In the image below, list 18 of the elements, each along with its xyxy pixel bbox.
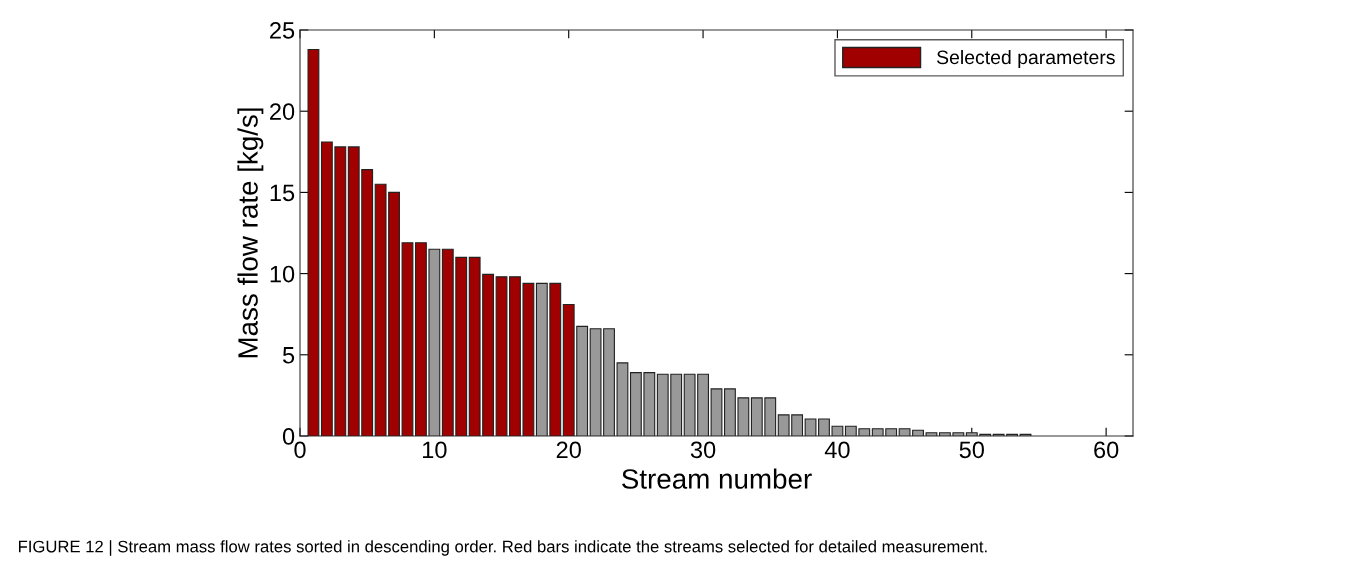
y-tick-label: 5: [282, 347, 295, 364]
y-axis-title: Mass flow rate [kg/s]: [237, 108, 264, 358]
y-tick-label: 20: [270, 103, 295, 120]
y-tick-label: 15: [270, 184, 295, 202]
x-tick-label: 40: [824, 441, 850, 459]
y-tick-label: 10: [270, 265, 295, 283]
y-tick-label: 0: [282, 428, 295, 445]
x-tick-label: 20: [556, 441, 581, 459]
y-tick-label: 25: [270, 22, 295, 39]
x-tick-label: 60: [1094, 441, 1119, 459]
legend-label: Selected parameters: [936, 49, 1115, 69]
x-tick-label: 30: [690, 441, 716, 459]
x-axis-title: Stream number: [622, 468, 812, 489]
caption: FIGURE 12 | Stream mass flow rates sorted in descending order. Red bars indicate the streams selected for detailed measurement.: [18, 540, 987, 556]
x-tick-label: 0: [294, 441, 306, 459]
bar: [307, 48, 320, 436]
x-tick-label: 10: [423, 441, 447, 459]
x-tick-label: 50: [959, 441, 984, 459]
